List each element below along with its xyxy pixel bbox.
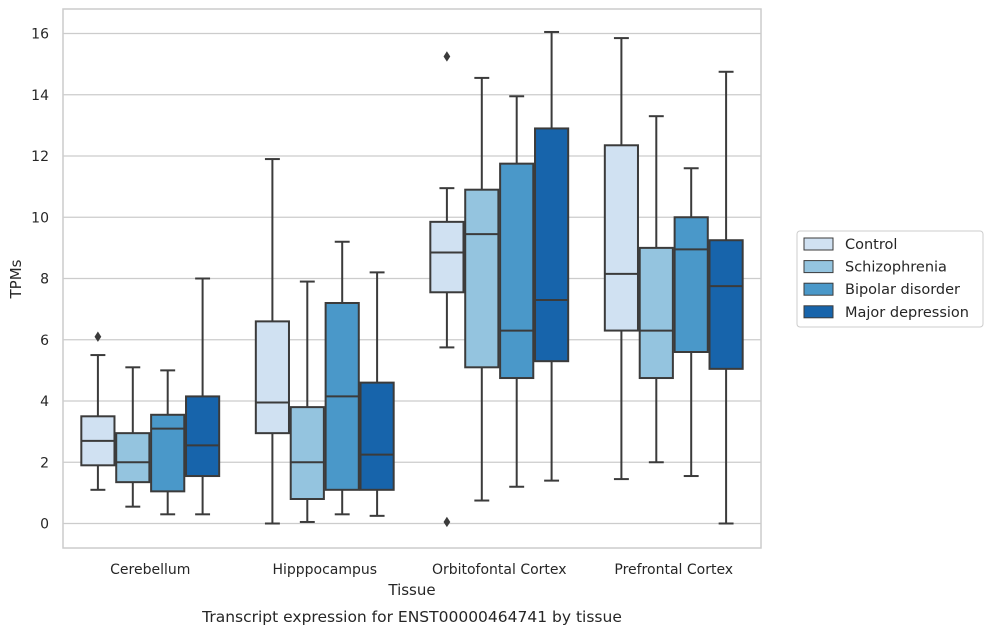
box-body <box>289 406 325 500</box>
y-tick-label: 14 <box>31 88 49 104</box>
outlier-marker <box>443 516 451 528</box>
box-body <box>429 220 465 294</box>
box-2-0 <box>429 51 465 528</box>
box-0-2 <box>150 369 186 516</box>
y-tick-label: 2 <box>40 455 49 471</box>
box-1-2 <box>324 240 360 516</box>
box-body <box>115 432 151 484</box>
legend-label: Schizophrenia <box>845 260 947 276</box>
box-body <box>534 127 570 363</box>
box-2-2 <box>499 95 535 488</box>
x-tick-labels: Cerebellum Hipppocampus Orbitofontal Corte… <box>110 562 733 578</box>
box-3-2 <box>673 167 709 478</box>
box-2-1 <box>464 76 500 502</box>
plot-frame <box>62 8 762 549</box>
box-body <box>185 395 221 478</box>
legend-swatch <box>803 237 834 251</box>
box-3-0 <box>603 37 639 481</box>
box-body <box>638 246 674 380</box>
box-0-3 <box>185 277 221 516</box>
x-axis-label: Tissue <box>387 581 435 599</box>
legend-label: Control <box>845 237 897 253</box>
box-body <box>673 216 709 353</box>
y-tick-label: 4 <box>40 394 49 410</box>
box-3-3 <box>708 70 744 525</box>
box-body <box>464 188 500 369</box>
box-3-1 <box>638 115 674 464</box>
box-1-3 <box>359 271 395 517</box>
box-body <box>708 239 744 370</box>
legend-swatch <box>803 305 834 319</box>
x-tick-label: Cerebellum <box>110 562 190 578</box>
x-tick-label: Prefrontal Cortex <box>614 562 733 578</box>
legend-frame <box>796 230 984 328</box>
box-groups <box>80 30 744 528</box>
outlier-marker <box>443 51 451 62</box>
box-body <box>499 162 535 380</box>
box-body <box>359 381 395 491</box>
box-body <box>150 413 186 493</box>
outlier-marker <box>94 331 102 342</box>
y-tick-label: 12 <box>31 149 49 165</box>
legend-label: Bipolar disorder <box>845 282 960 298</box>
x-tick-label: Hipppocampus <box>272 562 377 578</box>
legend-label: Major depression <box>845 305 969 321</box>
y-tick-labels: 0 2 4 6 8 10 12 14 16 <box>31 27 49 533</box>
box-0-0 <box>80 331 116 491</box>
box-0-1 <box>115 366 151 508</box>
box-2-3 <box>534 30 570 482</box>
box-body <box>254 320 290 435</box>
y-tick-label: 0 <box>40 517 49 533</box>
legend-swatch <box>803 260 834 274</box>
legend-items: Control Schizophrenia Bipolar disorder Majo… <box>803 237 969 321</box>
x-tick-label: Orbitofontal Cortex <box>432 562 567 578</box>
y-tick-label: 10 <box>31 210 49 226</box>
y-tick-label: 6 <box>40 333 49 349</box>
chart-caption: Transcript expression for ENST0000046474… <box>201 608 622 626</box>
legend: Control Schizophrenia Bipolar disorder Majo… <box>796 230 984 328</box>
y-tick-label: 16 <box>31 27 49 43</box>
y-axis-label: TPMs <box>7 259 25 299</box>
legend-swatch <box>803 282 834 296</box>
box-body <box>603 144 639 332</box>
box-1-0 <box>254 158 290 525</box>
y-tick-label: 8 <box>40 272 49 288</box>
box-1-1 <box>289 280 325 523</box>
